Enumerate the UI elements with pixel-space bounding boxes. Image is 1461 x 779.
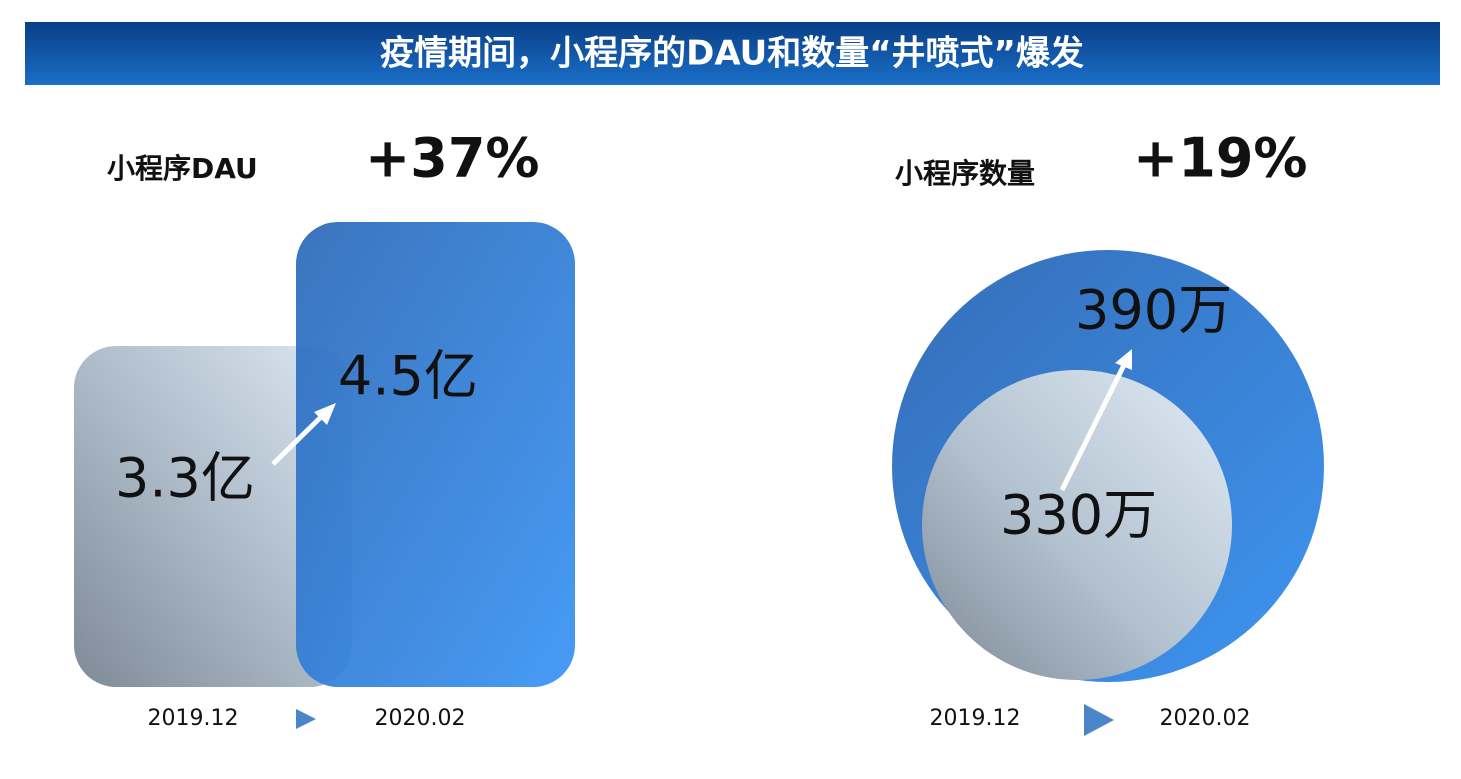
date: 2019.12 — [148, 706, 239, 731]
before-label: 330万 — [1000, 484, 1157, 547]
change: +19% — [1133, 127, 1308, 190]
before-shape — [922, 370, 1232, 680]
after-shape — [296, 222, 575, 687]
date: 2019.12 — [930, 706, 1021, 731]
date: 2020.02 — [1160, 706, 1251, 731]
arrow-head — [314, 403, 336, 425]
arrow-head — [1115, 349, 1132, 370]
change: +37% — [365, 127, 540, 190]
header-bar — [25, 22, 1440, 85]
before-label: 3.3亿 — [115, 447, 255, 510]
after-label: 4.5亿 — [338, 345, 478, 408]
triangle — [296, 709, 316, 729]
after-label: 390万 — [1075, 279, 1232, 342]
panel-title: 小程序DAU — [107, 152, 258, 185]
arrow — [1059, 363, 1127, 492]
before-shape — [74, 346, 352, 687]
date: 2020.02 — [375, 706, 466, 731]
triangle — [1084, 704, 1114, 736]
panel-title: 小程序数量 — [895, 157, 1035, 190]
arrow — [271, 414, 324, 466]
header-title: 疫情期间，小程序的DAU和数量“井喷式”爆发 — [380, 34, 1084, 74]
